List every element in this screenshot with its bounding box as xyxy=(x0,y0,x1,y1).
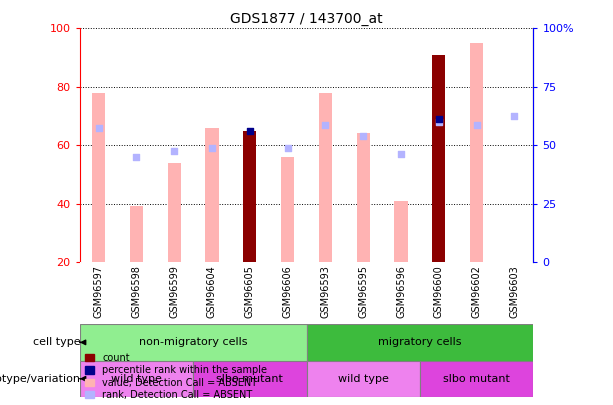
Text: GSM96605: GSM96605 xyxy=(245,265,255,318)
Point xyxy=(245,127,255,134)
Text: GSM96593: GSM96593 xyxy=(321,265,330,318)
Bar xyxy=(470,43,483,262)
Bar xyxy=(357,134,370,262)
Point xyxy=(434,119,444,125)
Point xyxy=(131,153,141,160)
Text: cell type: cell type xyxy=(33,337,80,347)
Title: GDS1877 / 143700_at: GDS1877 / 143700_at xyxy=(230,12,383,26)
Point xyxy=(94,124,104,131)
Bar xyxy=(80,360,193,397)
Bar xyxy=(243,130,256,262)
Text: wild type: wild type xyxy=(111,374,162,384)
Bar xyxy=(205,128,219,262)
Text: GSM96604: GSM96604 xyxy=(207,265,217,318)
Bar xyxy=(167,163,181,262)
Text: non-migratory cells: non-migratory cells xyxy=(139,337,247,347)
Text: GSM96599: GSM96599 xyxy=(169,265,179,318)
Bar xyxy=(420,360,533,397)
Text: migratory cells: migratory cells xyxy=(378,337,462,347)
Point xyxy=(207,145,217,151)
Text: GSM96600: GSM96600 xyxy=(434,265,444,318)
Point xyxy=(472,122,482,128)
Text: GSM96602: GSM96602 xyxy=(471,265,482,318)
Bar xyxy=(306,324,533,360)
Text: GSM96597: GSM96597 xyxy=(94,265,104,318)
Legend: count, percentile rank within the sample, value, Detection Call = ABSENT, rank, : count, percentile rank within the sample… xyxy=(85,353,267,400)
Bar xyxy=(432,72,446,262)
Bar xyxy=(394,200,408,262)
Bar xyxy=(80,324,306,360)
Point xyxy=(321,122,330,128)
Bar xyxy=(281,157,294,262)
Bar xyxy=(130,207,143,262)
Point xyxy=(434,115,444,122)
Point xyxy=(283,145,292,151)
Text: GSM96595: GSM96595 xyxy=(358,265,368,318)
Text: wild type: wild type xyxy=(338,374,389,384)
Text: genotype/variation: genotype/variation xyxy=(0,374,80,384)
Text: slbo mutant: slbo mutant xyxy=(443,374,510,384)
Point xyxy=(358,133,368,140)
Bar xyxy=(193,360,306,397)
Text: GSM96598: GSM96598 xyxy=(131,265,142,318)
Bar xyxy=(243,130,256,262)
Bar xyxy=(319,93,332,262)
Point xyxy=(509,113,519,119)
Bar xyxy=(92,93,105,262)
Point xyxy=(396,151,406,157)
Text: slbo mutant: slbo mutant xyxy=(216,374,283,384)
Text: GSM96603: GSM96603 xyxy=(509,265,519,318)
Bar xyxy=(432,55,446,262)
Point xyxy=(169,148,179,154)
Text: GSM96596: GSM96596 xyxy=(396,265,406,318)
Bar xyxy=(306,360,420,397)
Text: GSM96606: GSM96606 xyxy=(283,265,292,318)
